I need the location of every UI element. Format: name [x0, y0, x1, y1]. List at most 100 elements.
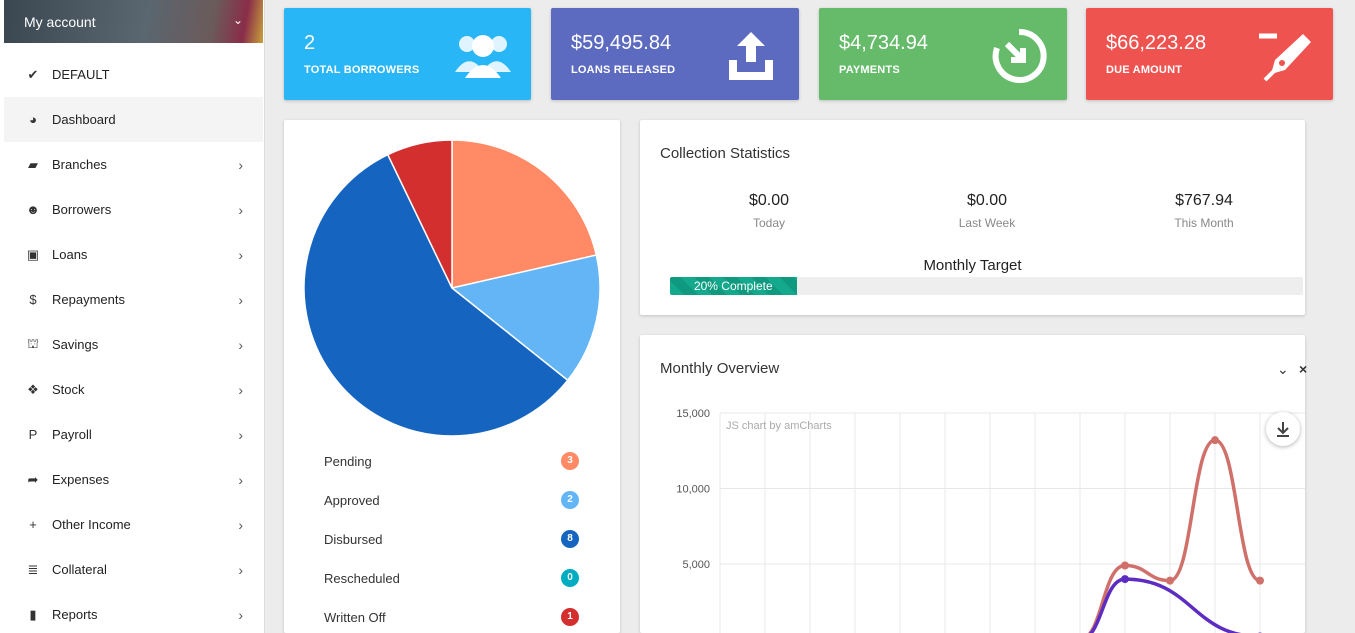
series-point[interactable] — [1166, 576, 1174, 585]
paypal-icon: P — [28, 427, 38, 442]
pie-slice-written-off[interactable] — [386, 139, 453, 289]
sidebar-item-label: Loans — [52, 247, 88, 262]
legend-count-badge: 3 — [561, 452, 579, 470]
kpi-value: $4,734.94 — [839, 32, 928, 54]
chevron-right-icon: › — [238, 291, 243, 308]
loan-status-pie-chart — [303, 139, 601, 437]
sidebar-item-label: Expenses — [52, 472, 110, 487]
chevron-right-icon: › — [238, 246, 243, 263]
users-icon — [455, 35, 511, 78]
kpi-value: $59,495.84 — [571, 32, 672, 54]
kpi-card[interactable]: 2 TOTAL BORROWERS — [284, 8, 531, 100]
sidebar-item[interactable]: ❖ Stock › — [4, 367, 263, 412]
series-point[interactable] — [1121, 561, 1129, 570]
sidebar-item-label: Repayments — [52, 292, 125, 307]
sidebar-item-label: Reports — [52, 607, 98, 622]
legend-label: Disbursed — [324, 532, 383, 547]
series-line-0 — [1087, 438, 1261, 633]
dashboard-icon: ◕ — [29, 112, 37, 127]
sidebar-item[interactable]: ≣ Collateral › — [4, 547, 263, 592]
monthly-target-title: Monthly Target — [923, 257, 1022, 274]
sidebar-item[interactable]: $ Repayments › — [4, 277, 263, 322]
sidebar-item[interactable]: ✔ DEFAULT — [4, 52, 263, 97]
y-tick-label: 5,000 — [682, 559, 710, 571]
sidebar-item[interactable]: ▰ Branches › — [4, 142, 263, 187]
collection-statistics-panel: Collection Statistics $0.00 Today $0.00 … — [640, 120, 1305, 315]
sidebar-item-label: Other Income — [52, 517, 131, 532]
sidebar-item[interactable]: ◕ Dashboard — [4, 97, 263, 142]
sidebar-item-label: Branches — [52, 157, 107, 172]
sidebar-item[interactable]: P Payroll › — [4, 412, 263, 457]
cubes-icon: ❖ — [27, 381, 39, 397]
pie-slice-disbursed[interactable] — [303, 153, 569, 437]
stat-label: Today — [752, 216, 786, 230]
account-label: My account — [24, 14, 96, 30]
chevron-down-icon[interactable]: ⌄ — [1277, 361, 1289, 377]
kpi-value: 2 — [304, 32, 316, 54]
check-icon: ✔ — [27, 66, 39, 82]
stat-value: $0.00 — [748, 192, 790, 209]
share-icon: ➦ — [27, 471, 39, 487]
chevron-right-icon: › — [238, 156, 243, 173]
legend-label: Approved — [324, 493, 380, 508]
pen-icon — [1259, 33, 1311, 82]
chevron-right-icon: › — [238, 606, 243, 623]
sidebar-item-label: Borrowers — [52, 202, 112, 217]
sidebar-item[interactable]: ➦ Expenses › — [4, 457, 263, 502]
y-tick-label: 15,000 — [676, 408, 710, 420]
stat-today: $0.00 Today — [679, 192, 859, 230]
account-dropdown[interactable]: My account ⌄ — [4, 0, 263, 43]
series-line-1 — [1089, 577, 1243, 633]
kpi-caption: LOANS RELEASED — [571, 64, 676, 76]
kpi-caption: DUE AMOUNT — [1106, 64, 1183, 76]
series-point[interactable] — [1256, 576, 1264, 585]
kpi-card[interactable]: $66,223.28 DUE AMOUNT — [1086, 8, 1333, 100]
collection-title: Collection Statistics — [660, 145, 791, 162]
pie-slice-approved[interactable] — [450, 254, 601, 382]
sidebar-item[interactable]: ▣ Loans › — [4, 232, 263, 277]
pie-slice-pending[interactable] — [451, 139, 598, 289]
kpi-card[interactable]: $59,495.84 LOANS RELEASED — [551, 8, 799, 100]
kpi-caption: PAYMENTS — [839, 64, 900, 76]
chevron-right-icon: › — [238, 516, 243, 533]
bank-icon: ⛫ — [27, 335, 39, 351]
series-point[interactable] — [1121, 575, 1129, 584]
sidebar-item[interactable]: ▮ Reports › — [4, 592, 263, 633]
sidebar-item-label: Savings — [52, 337, 99, 352]
amcharts-watermark[interactable]: JS chart by amCharts — [726, 420, 832, 432]
chevron-right-icon: › — [238, 381, 243, 398]
briefcase-icon: ▰ — [28, 156, 38, 172]
progress-fill: 20% Complete — [670, 277, 797, 295]
kpi-caption: TOTAL BORROWERS — [304, 64, 420, 76]
plus-icon: + — [29, 517, 37, 532]
sidebar-item-label: Payroll — [52, 427, 92, 442]
dollar-icon: $ — [29, 292, 37, 307]
list-icon: ≣ — [27, 561, 39, 577]
legend-label: Rescheduled — [324, 571, 400, 586]
sidebar-item-label: Dashboard — [52, 112, 116, 127]
legend-count-badge: 1 — [561, 608, 579, 626]
chevron-right-icon: › — [238, 426, 243, 443]
download-circle-icon — [992, 28, 1047, 83]
legend-count-badge: 0 — [561, 569, 579, 587]
chevron-right-icon: › — [238, 561, 243, 578]
sidebar: My account ⌄ ✔ DEFAULT ◕ Dashboard ▰ Branc… — [0, 0, 265, 633]
sidebar-item-label: Collateral — [52, 562, 107, 577]
upload-tray-icon — [729, 32, 773, 80]
y-tick-label: 10,000 — [676, 484, 710, 496]
money-icon: ▣ — [26, 246, 40, 262]
legend-label: Written Off — [324, 610, 386, 625]
bar-chart-icon: ▮ — [29, 606, 37, 622]
monthly-overview-line-chart: 15,000 10,000 5,000 JS chart by amCharts — [676, 408, 1305, 633]
close-icon[interactable]: × — [1299, 361, 1308, 377]
kpi-card[interactable]: $4,734.94 PAYMENTS — [819, 8, 1067, 100]
sidebar-item[interactable]: ⛫ Savings › — [4, 322, 263, 367]
monthly-overview-panel: Monthly Overview ⌄ × 15,000 10,000 5,000 JS… — [640, 335, 1308, 633]
sidebar-item[interactable]: + Other Income › — [4, 502, 263, 547]
stat-value: $767.94 — [1175, 192, 1233, 209]
chart-download-button[interactable] — [1266, 412, 1300, 446]
loan-status-panel: Pending 3 Approved 2 Disbursed 8 Rescheduled 0 W… — [284, 120, 620, 633]
chevron-right-icon: › — [238, 336, 243, 353]
sidebar-item[interactable]: ☻ Borrowers › — [4, 187, 263, 232]
series-point[interactable] — [1211, 436, 1219, 445]
